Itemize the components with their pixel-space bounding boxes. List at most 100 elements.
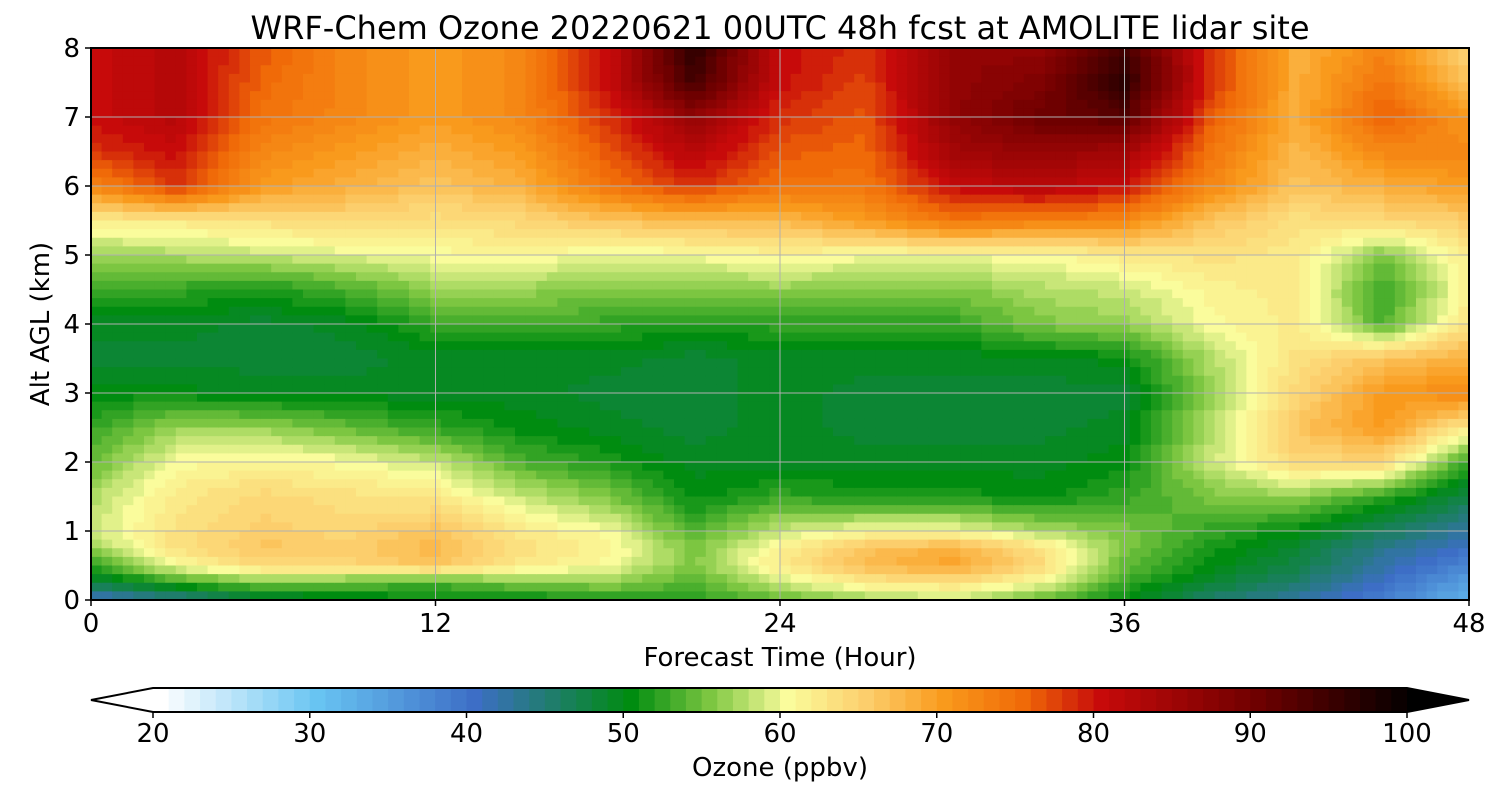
heatmap-cell — [387, 358, 399, 368]
heatmap-cell — [409, 263, 421, 273]
heatmap-cell — [684, 436, 696, 446]
heatmap-cell — [281, 496, 293, 506]
heatmap-cell — [557, 487, 569, 498]
heatmap-cell — [811, 306, 823, 316]
heatmap-cell — [864, 349, 876, 360]
heatmap-cell — [112, 203, 124, 213]
heatmap-cell — [727, 574, 739, 584]
heatmap-cell — [451, 505, 463, 515]
heatmap-cell — [250, 462, 262, 472]
heatmap-cell — [769, 393, 781, 403]
heatmap-cell — [101, 73, 113, 84]
heatmap-cell — [260, 168, 272, 178]
heatmap-cell — [122, 410, 134, 420]
heatmap-cell — [472, 393, 484, 403]
heatmap-cell — [324, 582, 336, 592]
heatmap-cell — [356, 151, 368, 161]
heatmap-cell — [144, 565, 156, 575]
heatmap-cell — [716, 332, 728, 342]
heatmap-cell — [716, 194, 728, 204]
heatmap-cell — [695, 125, 707, 135]
heatmap-cell — [419, 513, 431, 523]
heatmap-cell — [366, 427, 378, 437]
heatmap-cell — [387, 298, 399, 308]
heatmap-cell — [260, 375, 272, 385]
heatmap-cell — [568, 211, 580, 222]
heatmap-cell — [154, 505, 166, 515]
heatmap-cell — [260, 306, 272, 316]
heatmap-cell — [207, 513, 219, 523]
heatmap-cell — [833, 427, 845, 437]
heatmap-cell — [133, 332, 145, 342]
heatmap-cell — [504, 324, 516, 334]
heatmap-cell — [324, 341, 336, 351]
heatmap-cell — [780, 410, 792, 420]
heatmap-cell — [780, 298, 792, 308]
heatmap-cell — [589, 367, 601, 377]
heatmap-cell — [864, 48, 876, 58]
heatmap-cell — [801, 272, 813, 282]
heatmap-cell — [674, 229, 686, 239]
heatmap-cell — [271, 444, 283, 454]
heatmap-cell — [112, 539, 124, 549]
heatmap-cell — [313, 73, 325, 84]
heatmap-cell — [504, 410, 516, 420]
heatmap-cell — [811, 522, 823, 532]
heatmap-cell — [483, 56, 495, 66]
heatmap-cell — [419, 289, 431, 299]
heatmap-cell — [515, 574, 527, 584]
heatmap-cell — [440, 160, 452, 170]
heatmap-cell — [504, 591, 516, 601]
heatmap-cell — [525, 582, 537, 592]
heatmap-cell — [281, 531, 293, 541]
heatmap-cell — [875, 531, 887, 541]
heatmap-cell — [133, 410, 145, 420]
heatmap-cell — [493, 168, 505, 178]
heatmap-cell — [175, 237, 187, 247]
heatmap-cell — [165, 194, 177, 204]
heatmap-cell — [610, 211, 622, 222]
heatmap-cell — [228, 73, 240, 84]
heatmap-cell — [589, 436, 601, 446]
heatmap-cell — [727, 91, 739, 101]
heatmap-cell — [875, 237, 887, 247]
heatmap-cell — [504, 513, 516, 523]
heatmap-cell — [716, 246, 728, 256]
heatmap-cell — [716, 315, 728, 325]
heatmap-cell — [377, 48, 389, 58]
heatmap-cell — [356, 418, 368, 429]
heatmap-cell — [313, 444, 325, 454]
heatmap-cell — [621, 73, 633, 84]
heatmap-cell — [504, 565, 516, 575]
heatmap-cell — [684, 444, 696, 454]
heatmap-cell — [398, 117, 410, 127]
heatmap-cell — [504, 82, 516, 92]
heatmap-cell — [207, 470, 219, 480]
heatmap-cell — [345, 82, 357, 92]
heatmap-cell — [833, 548, 845, 558]
heatmap-cell — [239, 168, 251, 178]
heatmap-cell — [610, 479, 622, 489]
heatmap-cell — [843, 341, 855, 351]
heatmap-cell — [271, 160, 283, 170]
heatmap-cell — [462, 298, 474, 308]
heatmap-cell — [366, 444, 378, 454]
heatmap-cell — [610, 91, 622, 101]
heatmap-cell — [91, 160, 103, 170]
heatmap-cell — [525, 375, 537, 385]
heatmap-cell — [864, 556, 876, 567]
heatmap-cell — [515, 332, 527, 342]
heatmap-cell — [133, 289, 145, 299]
heatmap-cell — [652, 496, 664, 506]
heatmap-cell — [663, 582, 675, 592]
heatmap-cell — [462, 203, 474, 213]
heatmap-cell — [493, 505, 505, 515]
heatmap-cell — [578, 349, 590, 360]
heatmap-cell — [568, 496, 580, 506]
heatmap-cell — [462, 453, 474, 463]
heatmap-cell — [833, 117, 845, 127]
heatmap-cell — [271, 332, 283, 342]
heatmap-cell — [843, 427, 855, 437]
heatmap-cell — [663, 444, 675, 454]
heatmap-cell — [589, 82, 601, 92]
